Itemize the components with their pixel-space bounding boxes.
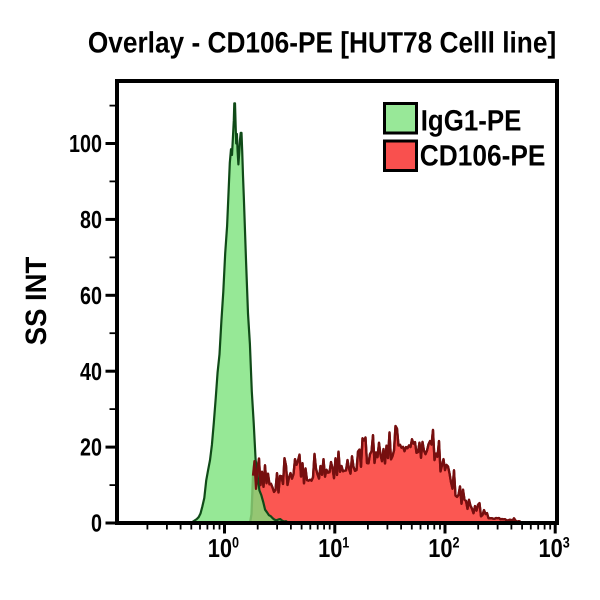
svg-text:SS INT: SS INT bbox=[20, 257, 53, 345]
svg-text:1: 1 bbox=[342, 535, 349, 552]
svg-text:0: 0 bbox=[91, 511, 102, 538]
svg-text:10: 10 bbox=[318, 533, 342, 563]
svg-text:0: 0 bbox=[232, 535, 239, 552]
svg-text:Overlay - CD106-PE [HUT78 Cell: Overlay - CD106-PE [HUT78 Celll line] bbox=[88, 27, 556, 60]
svg-text:10: 10 bbox=[428, 533, 452, 563]
svg-text:IgG1-PE: IgG1-PE bbox=[421, 105, 522, 138]
svg-text:60: 60 bbox=[80, 283, 102, 310]
svg-text:100: 100 bbox=[69, 131, 102, 158]
svg-text:40: 40 bbox=[80, 359, 102, 386]
svg-text:20: 20 bbox=[80, 435, 102, 462]
svg-text:80: 80 bbox=[80, 207, 102, 234]
svg-text:2: 2 bbox=[453, 535, 460, 552]
svg-text:3: 3 bbox=[563, 535, 570, 552]
svg-text:10: 10 bbox=[538, 533, 562, 563]
svg-text:10: 10 bbox=[208, 533, 232, 563]
svg-text:CD106-PE: CD106-PE bbox=[420, 139, 546, 172]
